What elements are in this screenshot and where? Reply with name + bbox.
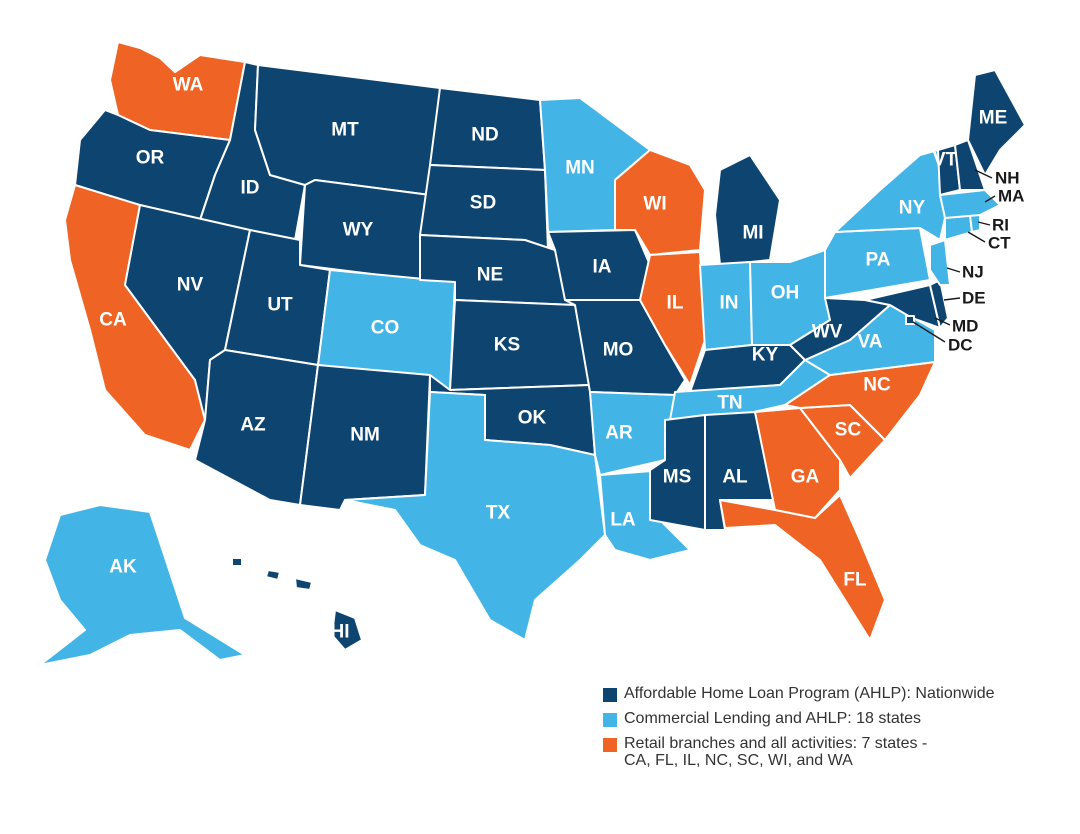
label-nc: NC — [863, 375, 891, 396]
label-ms: MS — [663, 467, 692, 488]
legend: Affordable Home Loan Program (AHLP): Nat… — [603, 685, 1073, 777]
label-ia: IA — [593, 257, 612, 278]
state-tx[interactable] — [344, 391, 606, 641]
label-ky: KY — [752, 345, 779, 366]
label-wv: WV — [812, 322, 843, 343]
legend-item-commercial: Commercial Lending and AHLP: 18 states — [603, 710, 1073, 727]
label-ca: CA — [99, 310, 127, 331]
state-pa[interactable] — [824, 227, 931, 299]
label-ne: NE — [477, 265, 503, 286]
label-tn: TN — [717, 393, 742, 414]
legend-label-ahlp: Affordable Home Loan Program (AHLP): Nat… — [624, 685, 995, 702]
state-ny[interactable] — [834, 149, 946, 241]
state-ct[interactable] — [944, 214, 973, 241]
label-sd: SD — [470, 193, 496, 214]
state-labels: WA OR CA ID NV MT WY UT AZ CO NM ND SD N… — [99, 75, 1007, 643]
label-md: MD — [952, 317, 978, 336]
label-mo: MO — [603, 340, 634, 361]
label-ak: AK — [109, 557, 137, 578]
state-ri[interactable] — [969, 214, 981, 233]
label-de: DE — [962, 289, 986, 308]
state-fl[interactable] — [719, 494, 886, 641]
label-co: CO — [371, 318, 400, 339]
label-wy: WY — [343, 220, 374, 241]
label-mi: MI — [742, 223, 763, 244]
state-il[interactable] — [639, 251, 706, 386]
state-ak[interactable] — [39, 504, 246, 666]
legend-label-commercial: Commercial Lending and AHLP: 18 states — [624, 710, 922, 727]
label-ks: KS — [494, 335, 520, 356]
label-fl: FL — [843, 570, 867, 591]
state-md[interactable] — [864, 284, 941, 329]
label-nv: NV — [177, 275, 204, 296]
label-ar: AR — [605, 423, 633, 444]
label-mn: MN — [565, 158, 595, 179]
state-ar[interactable] — [589, 391, 676, 476]
label-hi: HI — [331, 622, 350, 643]
state-nj[interactable] — [929, 239, 951, 286]
state-nh[interactable] — [954, 139, 986, 191]
label-va: VA — [858, 332, 883, 353]
label-tx: TX — [486, 503, 511, 524]
legend-item-ahlp: Affordable Home Loan Program (AHLP): Nat… — [603, 685, 1073, 702]
label-ga: GA — [791, 467, 820, 488]
leader-lines — [912, 169, 996, 343]
label-az: AZ — [240, 415, 266, 436]
label-nj: NJ — [962, 263, 984, 282]
legend-swatch-commercial — [603, 713, 617, 727]
label-la: LA — [610, 510, 636, 531]
legend-swatch-ahlp — [603, 688, 617, 702]
label-ri: RI — [992, 216, 1009, 235]
legend-label-retail: Retail branches and all activities: 7 st… — [624, 735, 928, 769]
state-dc[interactable] — [905, 315, 915, 325]
label-pa: PA — [866, 250, 891, 271]
label-ny: NY — [899, 198, 926, 219]
label-ut: UT — [267, 295, 293, 316]
label-il: IL — [667, 293, 684, 314]
state-ma[interactable] — [939, 189, 1001, 219]
label-wi: WI — [643, 194, 666, 215]
label-ct: CT — [988, 234, 1011, 253]
label-id: ID — [241, 178, 260, 199]
label-in: IN — [720, 293, 739, 314]
label-nh: NH — [995, 169, 1020, 188]
legend-item-retail: Retail branches and all activities: 7 st… — [603, 735, 1073, 769]
legend-swatch-retail — [603, 738, 617, 752]
label-dc: DC — [948, 336, 973, 355]
state-mi[interactable] — [714, 154, 781, 266]
label-sc: SC — [835, 420, 862, 441]
label-nd: ND — [471, 125, 498, 146]
outside-labels: NH MA RI CT NJ DE MD DC — [948, 169, 1024, 355]
label-wa: WA — [173, 75, 204, 96]
label-ma: MA — [998, 187, 1024, 206]
label-nm: NM — [350, 425, 380, 446]
label-or: OR — [136, 148, 165, 169]
label-al: AL — [722, 467, 748, 488]
label-mt: MT — [331, 120, 359, 141]
label-me: ME — [979, 108, 1008, 129]
label-vt: VT — [933, 150, 958, 171]
label-oh: OH — [771, 283, 800, 304]
label-ok: OK — [518, 408, 547, 429]
state-wi[interactable] — [614, 149, 706, 256]
state-hi[interactable] — [231, 557, 363, 651]
